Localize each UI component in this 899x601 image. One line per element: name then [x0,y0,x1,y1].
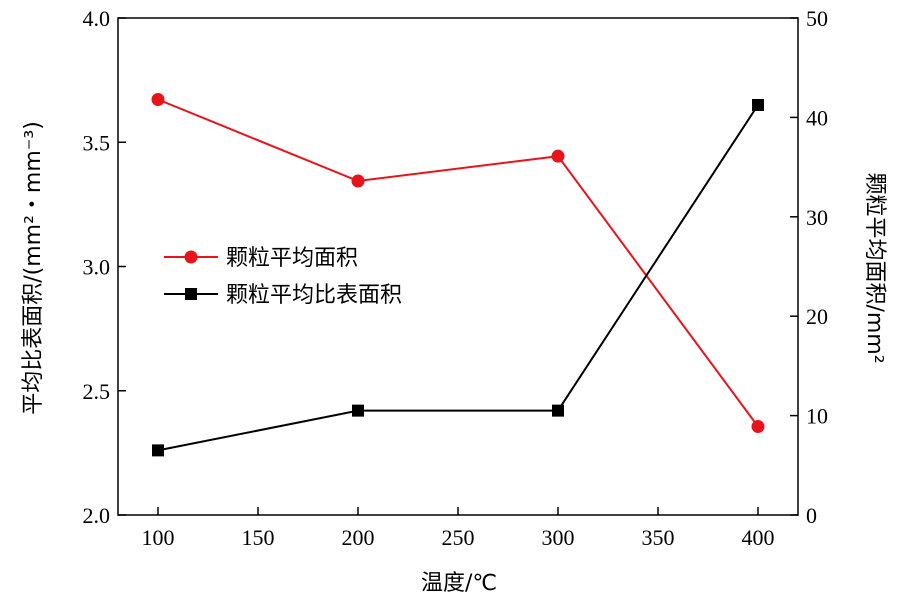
series-1-point [351,174,365,188]
y-left-tick-label: 3.5 [83,130,111,155]
x-tick-label: 400 [742,525,775,550]
plot-area-frame [117,17,799,516]
y-right-tick-label: 10 [806,404,828,429]
y-right-tick-label: 30 [806,205,828,230]
series-2-point [152,444,164,457]
series-2-point [752,98,764,111]
y-right-tick-label: 50 [806,6,828,31]
x-tick-label: 200 [342,525,375,550]
y-axis-left-title: 平均比表面积/(mm²・mm⁻³) [21,121,46,415]
legend-marker-1 [184,250,198,264]
y-left-tick-label: 3.0 [83,255,111,280]
legend-label-2: 颗粒平均比表面积 [226,283,402,308]
x-axis-title: 温度/℃ [421,571,497,596]
series-line-1 [157,98,759,428]
x-tick-label: 250 [442,525,475,550]
series-2-point [552,404,564,417]
legend-marker-2 [185,288,197,300]
y-left-tick-label: 2.5 [83,379,111,404]
x-tick-label: 100 [142,525,175,550]
x-tick-label: 150 [242,525,275,550]
y-right-tick-label: 0 [806,503,817,528]
legend-label-1: 颗粒平均面积 [226,246,358,271]
y-right-tick-label: 20 [806,304,828,329]
series-line-2 [157,104,759,452]
y-right-tick-label: 40 [806,105,828,130]
y-axis-right-title: 颗粒平均面积/mm² [862,172,887,363]
series-1-point [751,420,765,434]
series-1-point [551,149,565,163]
y-left-tick-label: 4.0 [83,6,111,31]
y-left-tick-label: 2.0 [83,503,111,528]
x-tick-label: 350 [642,525,675,550]
series-2-point [352,404,364,417]
x-tick-label: 300 [542,525,575,550]
series-1-point [151,93,165,107]
